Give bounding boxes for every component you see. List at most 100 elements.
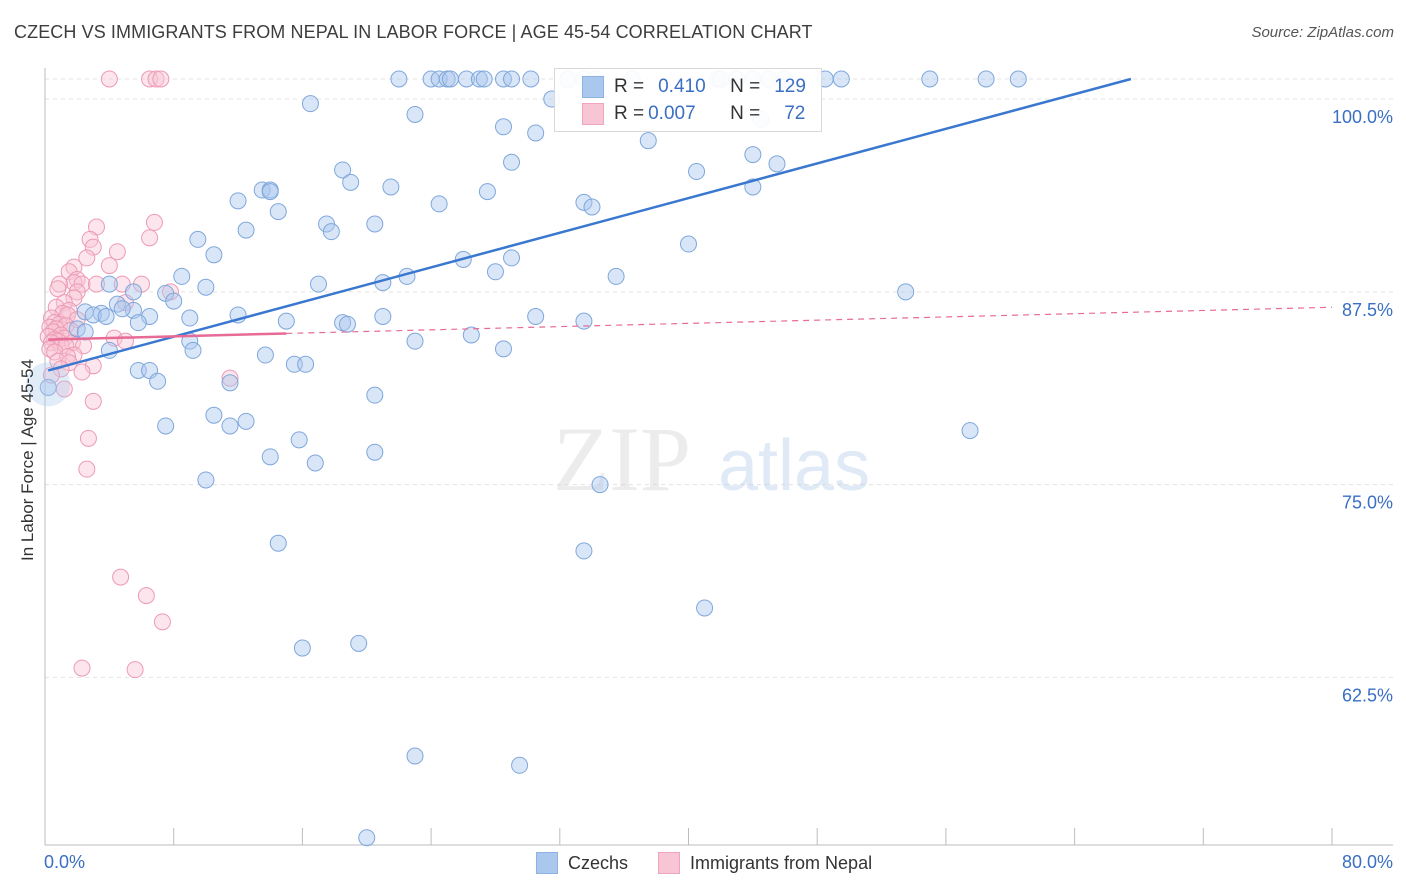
stats-n-value-czechs: 129: [774, 76, 806, 97]
point-nepal: [84, 238, 102, 256]
point-czechs: [366, 443, 384, 461]
point-czechs: [527, 307, 545, 325]
point-czechs: [494, 118, 512, 136]
point-czechs: [475, 70, 493, 88]
watermark-zip: ZIP: [553, 408, 691, 510]
point-nepal: [79, 429, 97, 447]
stats-r-label: R =: [614, 103, 645, 124]
point-czechs: [297, 355, 315, 373]
point-czechs: [591, 476, 609, 494]
point-czechs: [390, 70, 408, 88]
point-nepal: [147, 70, 165, 88]
point-nepal: [87, 275, 105, 293]
point-czechs: [221, 374, 239, 392]
point-czechs: [129, 314, 147, 332]
stats-n-value-nepal: 72: [784, 103, 806, 124]
legend-item-nepal[interactable]: Immigrants from Nepal: [658, 852, 872, 874]
point-nepal: [108, 243, 126, 261]
point-nepal: [116, 332, 134, 350]
point-nepal: [100, 257, 118, 275]
point-czechs: [522, 70, 540, 88]
point-czechs: [237, 412, 255, 430]
point-czechs: [221, 417, 239, 435]
point-nepal: [78, 460, 96, 478]
chart-title: CZECH VS IMMIGRANTS FROM NEPAL IN LABOR …: [14, 22, 813, 42]
legend-label-nepal: Immigrants from Nepal: [690, 852, 873, 873]
stats-box: R = 0.410 N = 129 R = 0.007 N = 72: [554, 68, 822, 132]
watermark: ZIP atlas: [553, 408, 870, 510]
x-tick-label-min: 0.0%: [44, 852, 86, 872]
point-czechs: [382, 178, 400, 196]
point-czechs: [744, 146, 762, 164]
point-czechs: [39, 378, 57, 396]
point-czechs: [470, 70, 488, 88]
point-czechs: [189, 230, 207, 248]
stats-r-value-czechs: 0.410: [658, 76, 706, 97]
point-czechs: [441, 70, 459, 88]
point-czechs: [197, 278, 215, 296]
point-czechs: [306, 454, 324, 472]
point-czechs: [165, 292, 183, 310]
point-czechs: [277, 312, 295, 330]
point-czechs: [977, 70, 995, 88]
point-czechs: [575, 542, 593, 560]
point-nepal: [73, 363, 91, 381]
legend: Czechs Immigrants from Nepal: [536, 852, 902, 874]
point-czechs: [366, 215, 384, 233]
point-czechs: [108, 295, 126, 313]
point-czechs: [575, 193, 593, 211]
point-czechs: [269, 203, 287, 221]
point-czechs: [486, 263, 504, 281]
point-czechs: [511, 756, 529, 774]
point-czechs: [261, 183, 279, 201]
point-nepal: [126, 661, 144, 679]
source-label: Source: ZipAtlas.com: [1251, 24, 1394, 41]
trend-line-nepal: [48, 332, 287, 341]
point-czechs: [366, 386, 384, 404]
point-czechs: [457, 70, 475, 88]
legend-label-czechs: Czechs: [568, 852, 629, 873]
point-nepal: [137, 587, 155, 605]
point-nepal: [153, 613, 171, 631]
point-czechs: [205, 246, 223, 264]
legend-swatch-nepal: [658, 852, 681, 874]
point-nepal: [141, 229, 159, 247]
point-czechs: [575, 312, 593, 330]
trend-line-czechs: [47, 77, 1132, 372]
point-nepal: [152, 70, 170, 88]
point-czechs: [897, 283, 915, 301]
point-czechs: [229, 192, 247, 210]
point-czechs: [197, 471, 215, 489]
point-czechs: [961, 422, 979, 440]
point-czechs: [406, 747, 424, 765]
point-czechs: [301, 95, 319, 113]
point-czechs: [374, 307, 392, 325]
point-czechs: [430, 195, 448, 213]
point-czechs: [84, 306, 102, 324]
stats-swatch-czechs: [582, 76, 604, 98]
point-czechs: [503, 70, 521, 88]
point-nepal: [112, 568, 130, 586]
legend-item-czechs[interactable]: Czechs: [536, 852, 628, 874]
stats-r-value-nepal: 0.007: [648, 103, 696, 124]
point-czechs: [406, 332, 424, 350]
point-czechs: [181, 309, 199, 327]
point-czechs: [173, 267, 191, 285]
point-nepal: [46, 343, 64, 361]
point-czechs: [338, 315, 356, 333]
stats-row-czechs: R = 0.410 N = 129: [555, 74, 806, 100]
point-czechs: [269, 534, 287, 552]
point-czechs: [261, 448, 279, 466]
point-czechs: [583, 198, 601, 216]
stats-n-label: N =: [730, 103, 761, 124]
x-tick-label-max: 80.0%: [1341, 852, 1393, 872]
series-nepal-points: [39, 70, 239, 679]
point-nepal: [84, 392, 102, 410]
legend-swatch-czechs: [536, 852, 558, 874]
point-czechs: [358, 829, 376, 847]
point-czechs: [309, 275, 327, 293]
point-czechs: [113, 300, 131, 318]
point-czechs: [832, 70, 850, 88]
point-czechs: [639, 132, 657, 150]
y-axis-title: In Labor Force | Age 45-54: [18, 359, 37, 561]
